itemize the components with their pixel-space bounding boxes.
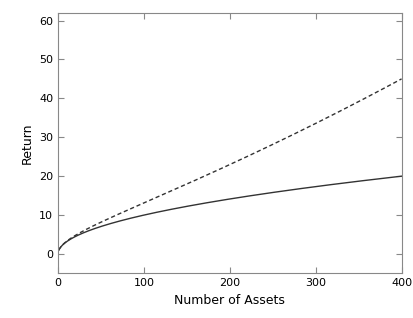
X-axis label: Number of Assets: Number of Assets <box>174 294 285 307</box>
Y-axis label: Return: Return <box>20 122 33 164</box>
